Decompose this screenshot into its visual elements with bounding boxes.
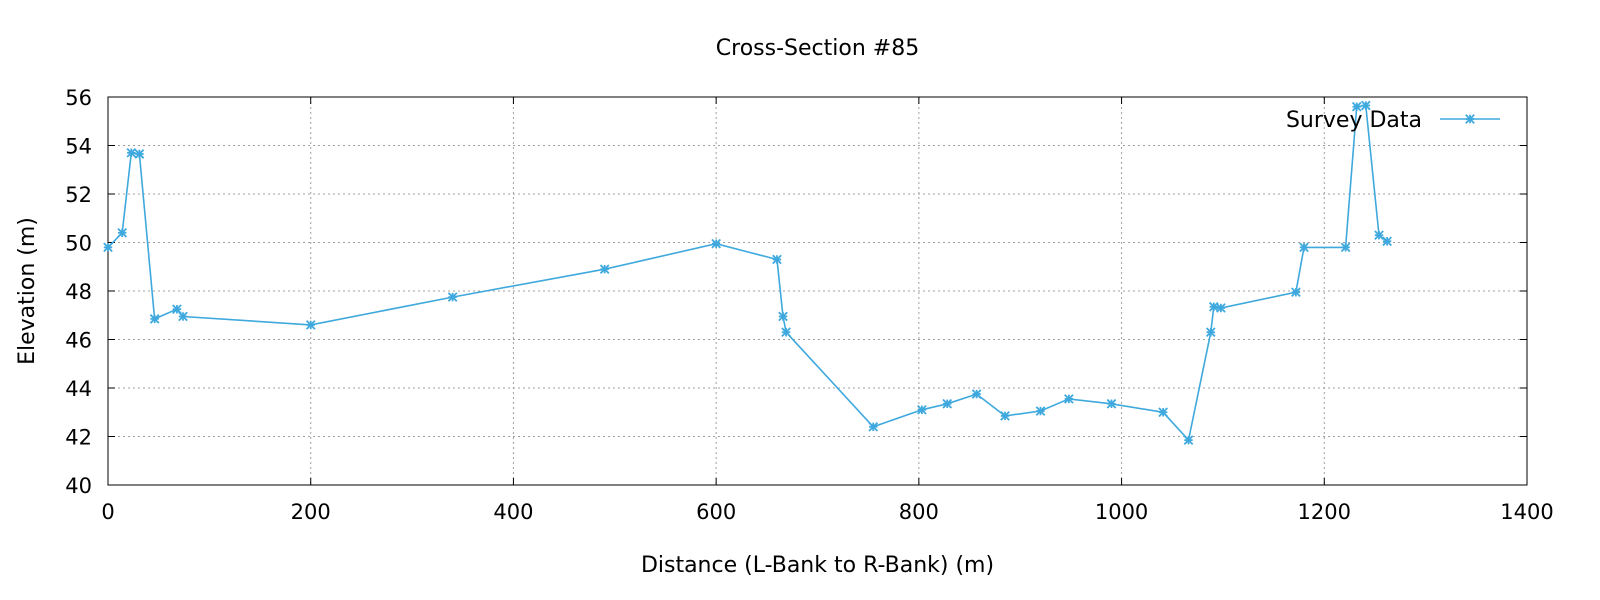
data-point <box>1183 435 1194 445</box>
legend-label: Survey Data <box>1286 108 1422 133</box>
data-point <box>1000 411 1010 421</box>
y-tick-label: 52 <box>65 183 92 207</box>
data-point <box>447 292 458 302</box>
data-point <box>868 421 879 432</box>
data-point <box>772 254 782 265</box>
grid <box>108 97 1527 485</box>
data-point <box>103 242 113 253</box>
data-point <box>1351 101 1362 112</box>
y-tick-label: 50 <box>65 232 92 256</box>
data-point <box>1205 327 1216 338</box>
x-tick-label: 0 <box>101 500 114 524</box>
data-point <box>149 314 160 324</box>
y-tick-label: 54 <box>65 135 92 159</box>
y-tick-label: 46 <box>65 329 92 353</box>
data-point <box>1374 230 1384 241</box>
x-tick-label: 1000 <box>1095 500 1148 524</box>
y-tick-label: 56 <box>65 86 92 110</box>
data-point <box>126 147 137 158</box>
x-tick-label: 1400 <box>1500 500 1553 524</box>
data-point <box>599 264 610 275</box>
y-tick-label: 40 <box>65 474 92 498</box>
data-point <box>711 238 721 249</box>
data-point <box>1340 242 1351 253</box>
x-tick-label: 800 <box>899 500 939 524</box>
data-point <box>178 311 188 322</box>
data-point <box>1158 407 1168 418</box>
legend: Survey Data <box>1286 108 1500 133</box>
y-axis-label: Elevation (m) <box>15 217 40 365</box>
x-tick-label: 1200 <box>1298 500 1351 524</box>
chart-title: Cross-Section #85 <box>716 36 919 61</box>
data-point <box>781 327 791 338</box>
x-axis-label: Distance (L-Bank to R-Bank) (m) <box>641 553 994 578</box>
axis-ticks: 0 200 400 600 800 1000 1200 1400 40 42 44 46 48 50 52 5… <box>65 86 1553 524</box>
legend-marker <box>1465 114 1475 124</box>
data-point <box>1064 394 1074 404</box>
data-point <box>1382 236 1392 247</box>
y-tick-label: 48 <box>65 280 92 304</box>
data-point <box>134 149 145 159</box>
data-point <box>1361 100 1371 111</box>
x-tick-label: 400 <box>493 500 533 524</box>
data-point <box>1299 242 1309 253</box>
y-tick-label: 42 <box>65 426 92 450</box>
data-point <box>1035 406 1046 416</box>
data-point <box>1216 303 1226 313</box>
data-point <box>1106 398 1117 409</box>
data-point <box>1291 287 1301 298</box>
series-line <box>107 104 1388 442</box>
data-point <box>305 320 316 330</box>
data-point <box>942 398 953 409</box>
data-point <box>117 227 128 238</box>
data-point <box>778 311 788 322</box>
x-tick-label: 600 <box>696 500 736 524</box>
legend-marker-glyph <box>1465 114 1475 124</box>
y-tick-label: 44 <box>65 377 92 401</box>
data-point <box>917 404 927 415</box>
series-layer <box>103 100 1392 445</box>
x-tick-label: 200 <box>291 500 331 524</box>
data-point <box>971 389 982 399</box>
